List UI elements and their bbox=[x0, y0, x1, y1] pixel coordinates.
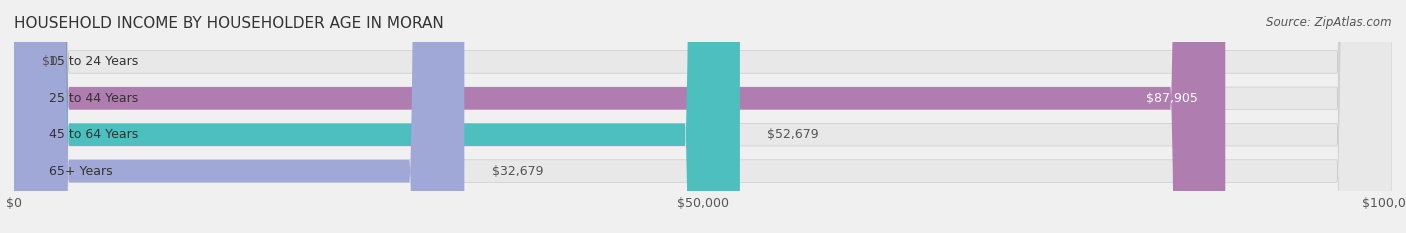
FancyBboxPatch shape bbox=[14, 0, 740, 233]
Text: HOUSEHOLD INCOME BY HOUSEHOLDER AGE IN MORAN: HOUSEHOLD INCOME BY HOUSEHOLDER AGE IN M… bbox=[14, 16, 444, 31]
FancyBboxPatch shape bbox=[14, 0, 1392, 233]
Text: $0: $0 bbox=[42, 55, 58, 69]
FancyBboxPatch shape bbox=[14, 0, 464, 233]
FancyBboxPatch shape bbox=[14, 0, 1392, 233]
Text: 45 to 64 Years: 45 to 64 Years bbox=[48, 128, 138, 141]
Text: 65+ Years: 65+ Years bbox=[48, 164, 112, 178]
Text: 15 to 24 Years: 15 to 24 Years bbox=[48, 55, 138, 69]
FancyBboxPatch shape bbox=[14, 0, 1225, 233]
Text: $32,679: $32,679 bbox=[492, 164, 543, 178]
FancyBboxPatch shape bbox=[14, 0, 1392, 233]
Text: $87,905: $87,905 bbox=[1146, 92, 1198, 105]
Text: Source: ZipAtlas.com: Source: ZipAtlas.com bbox=[1267, 16, 1392, 29]
Text: 25 to 44 Years: 25 to 44 Years bbox=[48, 92, 138, 105]
FancyBboxPatch shape bbox=[14, 0, 1392, 233]
Text: $52,679: $52,679 bbox=[768, 128, 820, 141]
